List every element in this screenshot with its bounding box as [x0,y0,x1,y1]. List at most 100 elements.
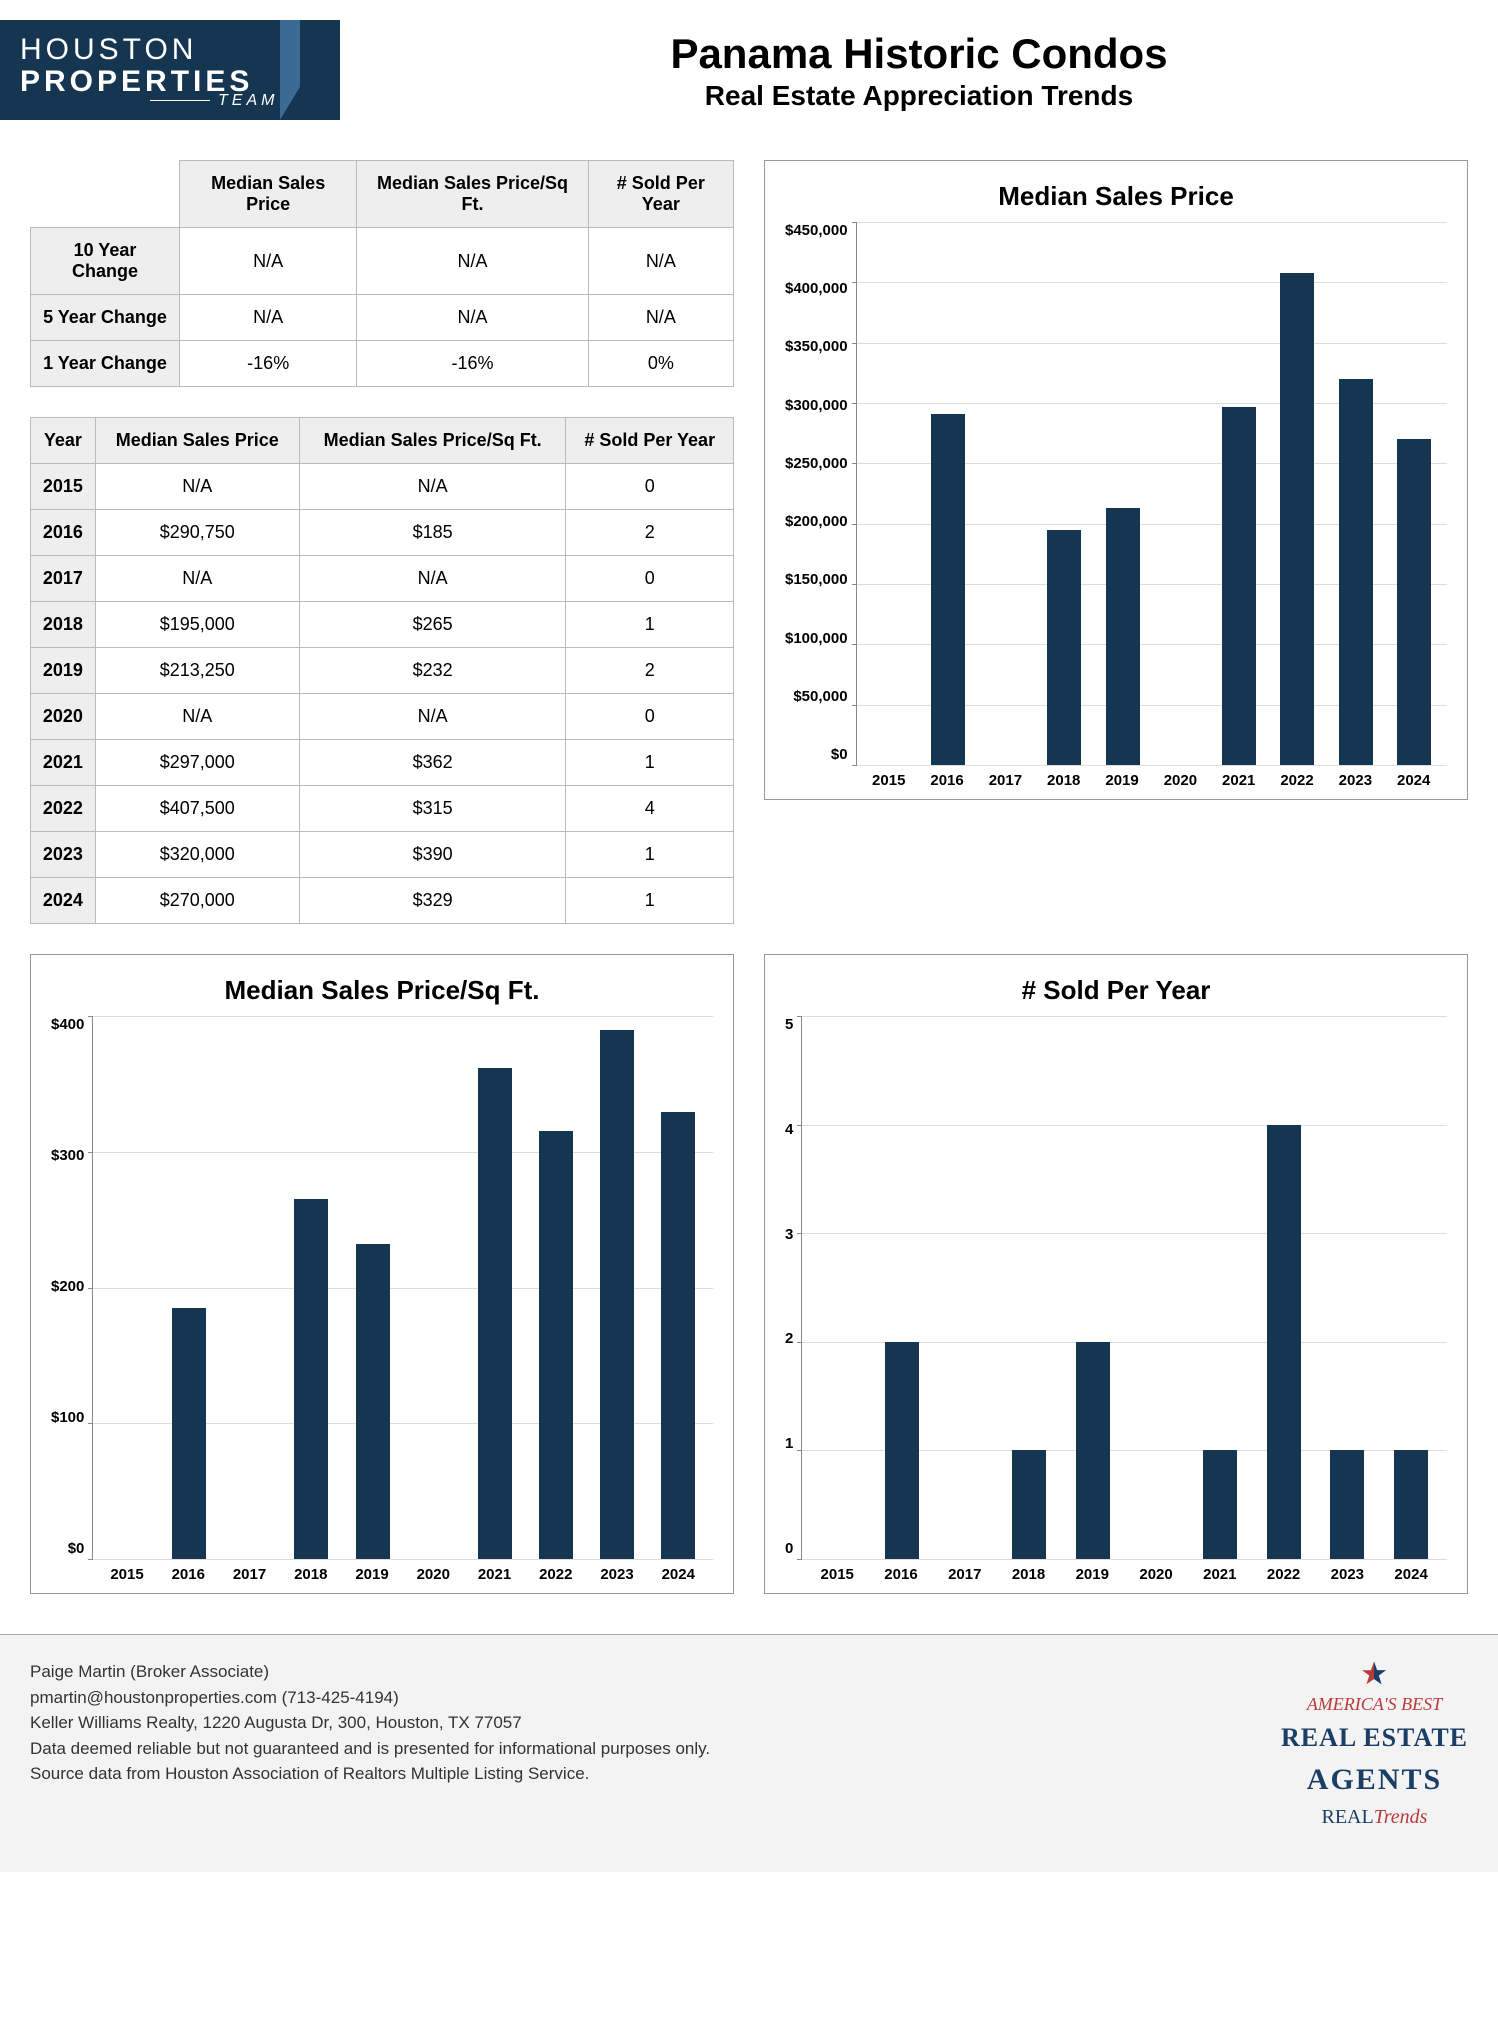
x-tick-label: 2022 [539,1566,573,1583]
table-row: 2020N/AN/A0 [31,694,734,740]
y-tick-label: $100 [51,1409,84,1426]
row-label: 2018 [31,602,96,648]
y-tick-label: $300 [51,1147,84,1164]
x-tick-label: 2015 [110,1566,144,1583]
y-tick-label: $400,000 [785,280,848,297]
table-cell: N/A [95,694,299,740]
table-row: 2021$297,000$3621 [31,740,734,786]
table-row: 2022$407,500$3154 [31,786,734,832]
table-header: # Sold Per Year [566,418,734,464]
bar [1222,407,1256,765]
chart-title: # Sold Per Year [785,975,1447,1006]
bar [885,1342,919,1559]
chart-title: Median Sales Price/Sq Ft. [51,975,713,1006]
bar [172,1308,206,1559]
bar [1203,1450,1237,1559]
x-tick-label: 2023 [1330,1566,1364,1583]
row-label: 2020 [31,694,96,740]
x-tick-label: 2018 [1012,1566,1046,1583]
x-tick-label: 2023 [600,1566,634,1583]
year-table: YearMedian Sales PriceMedian Sales Price… [30,417,734,924]
x-tick-label: 2020 [416,1566,450,1583]
table-row: 2017N/AN/A0 [31,556,734,602]
y-axis: 543210 [785,1016,801,1583]
y-tick-label: $300,000 [785,397,848,414]
table-cell: 0 [566,694,734,740]
table-cell: N/A [357,228,588,295]
badge-line4: REALTrends [1281,1802,1468,1832]
x-tick-label: 2019 [355,1566,389,1583]
y-tick-label: 4 [785,1121,793,1138]
y-tick-label: $400 [51,1016,84,1033]
table-cell: 0 [566,464,734,510]
bar [356,1244,390,1559]
row-label: 1 Year Change [31,341,180,387]
badge-line1: AMERICA'S BEST [1281,1691,1468,1718]
row-label: 2015 [31,464,96,510]
table-cell: N/A [299,464,566,510]
bar [1047,530,1081,765]
table-header: Median Sales Price/Sq Ft. [299,418,566,464]
table-cell: $270,000 [95,878,299,924]
table-cell: 2 [566,648,734,694]
table-cell: $232 [299,648,566,694]
x-tick-label: 2018 [1047,772,1081,789]
table-cell: 0 [566,556,734,602]
change-table: Median Sales PriceMedian Sales Price/Sq … [30,160,734,387]
footer-line: Source data from Houston Association of … [30,1761,710,1787]
x-tick-label: 2020 [1163,772,1197,789]
table-row: 2023$320,000$3901 [31,832,734,878]
x-tick-label: 2018 [294,1566,328,1583]
table-cell: N/A [357,295,588,341]
row-label: 2024 [31,878,96,924]
x-tick-label: 2019 [1075,1566,1109,1583]
table-header: Median Sales Price [179,161,356,228]
y-tick-label: 3 [785,1226,793,1243]
bar [294,1199,328,1559]
bar [539,1131,573,1559]
table-cell: $297,000 [95,740,299,786]
table-cell: 1 [566,602,734,648]
table-row: 1 Year Change-16%-16%0% [31,341,734,387]
y-tick-label: $450,000 [785,222,848,239]
row-label: 2023 [31,832,96,878]
table-row: 2019$213,250$2322 [31,648,734,694]
logo-team: TEAM [150,92,278,110]
table-cell: $185 [299,510,566,556]
table-header: Median Sales Price [95,418,299,464]
logo-text: HOUSTON PROPERTIES [20,34,253,97]
table-row: 2016$290,750$1852 [31,510,734,556]
footer-line: Paige Martin (Broker Associate) [30,1659,710,1685]
y-tick-label: $200 [51,1278,84,1295]
table-cell: 0% [588,341,733,387]
title-block: Panama Historic Condos Real Estate Appre… [370,20,1468,112]
x-tick-label: 2021 [1203,1566,1237,1583]
table-cell: $320,000 [95,832,299,878]
chart-psf: Median Sales Price/Sq Ft. $400 $300 $200 $10… [30,954,734,1594]
page-title: Panama Historic Condos [370,30,1468,78]
plot-area [801,1016,1447,1560]
x-tick-label: 2023 [1338,772,1372,789]
x-tick-label: 2017 [988,772,1022,789]
row-label: 5 Year Change [31,295,180,341]
y-axis: $450,000$400,000$350,000$300,000$250,000… [785,222,856,789]
table-row: 2024$270,000$3291 [31,878,734,924]
table-cell: N/A [179,295,356,341]
bar [600,1030,634,1559]
x-tick-label: 2019 [1105,772,1139,789]
bar [1106,508,1140,765]
table-header [31,161,180,228]
table-cell: N/A [588,295,733,341]
y-tick-label: 0 [785,1540,793,1557]
y-tick-label: 5 [785,1016,793,1033]
table-cell: N/A [95,464,299,510]
row-label: 2016 [31,510,96,556]
bar [1330,1450,1364,1559]
table-cell: N/A [95,556,299,602]
footer-line: pmartin@houstonproperties.com (713-425-4… [30,1685,710,1711]
x-tick-label: 2015 [820,1566,854,1583]
table-cell: 1 [566,832,734,878]
table-cell: $315 [299,786,566,832]
chart-price: Median Sales Price$450,000$400,000$350,0… [764,160,1468,800]
table-cell: $265 [299,602,566,648]
